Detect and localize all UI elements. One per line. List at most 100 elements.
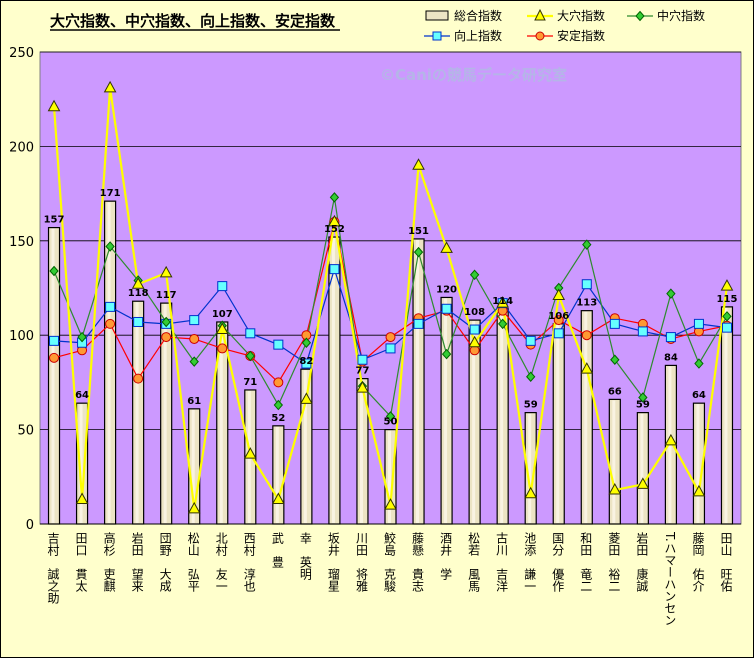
y-tick-label: 100 [9,329,34,344]
point [692,484,706,497]
point [273,339,284,350]
bar-value-label: 120 [436,284,457,295]
bar-highlight [500,309,504,523]
x-tick-label: 田山 旺佑 [719,532,733,592]
point [610,354,620,365]
point [413,318,424,329]
x-tick-label: 坂井 瑠星 [326,532,340,592]
point [77,331,87,343]
bar-value-label: 50 [384,417,398,428]
bar-highlight [696,404,700,523]
point [440,241,453,253]
bar-highlight [275,426,279,523]
legend-marker [534,8,546,21]
point [582,239,592,250]
x-tick-label: 北村 友一 [214,532,228,592]
bar-value-label: 59 [636,400,650,411]
y-tick-label: 200 [9,140,34,155]
bar-value-label: 115 [717,294,738,305]
bar-highlight [135,302,139,523]
x-tick-label: 川田 将雅 [354,532,368,592]
point [159,265,173,278]
x-tick-label: 酒井 学 [439,532,453,580]
point [49,335,60,346]
x-axis-labels: 吉村 誠之助 田口 貫太 高杉 吏麒 岩田 望来 団野 大成 松山 弘平 北村 友一 西村 淳… [46,531,733,626]
bar-value-label: 152 [324,224,345,235]
point [131,277,145,289]
bar-highlight [444,298,448,523]
x-tick-label: 藤懸 貴志 [411,532,425,592]
point [469,269,480,281]
bar-value-label: 113 [576,298,597,309]
point [721,322,732,333]
y-axis-ticks: 0 50 100 150 200 250 [9,46,34,533]
x-tick-label: 松若 風馬 [467,532,481,593]
bar-highlight [191,409,195,523]
point [245,328,256,339]
bar-highlight [724,307,728,523]
x-tick-label: 菱田 裕二 [607,532,621,592]
point [273,399,284,411]
point [552,288,566,301]
point [385,343,396,354]
legend-label: 中穴指数 [657,8,705,23]
bar-highlight [219,322,223,523]
legend-marker [535,31,545,41]
line-series [47,80,734,514]
point [385,411,396,422]
point [412,158,425,170]
point [49,265,59,277]
legend-label: 大穴指数 [557,8,605,23]
bar-value-label: 106 [548,311,569,322]
x-tick-label: 藤岡 佑介 [691,532,705,592]
bar-value-label: 84 [664,352,678,363]
point [693,318,704,329]
bar-value-label: 108 [464,307,485,318]
point [243,447,257,459]
x-tick-label: 古川 吉洋 [495,531,509,592]
point [161,316,171,328]
x-tick-label: 鮫島 克駿 [383,531,397,593]
x-tick-label: 岩田 望来 [130,531,144,592]
point [133,373,144,384]
point [441,303,452,314]
point [384,498,397,510]
legend-swatch-bar [425,10,449,21]
y-tick-label: 250 [9,46,34,61]
bar-value-label: 77 [355,366,369,377]
bar-highlight [79,404,83,523]
point [47,99,61,112]
point [301,358,312,369]
bar-value-label: 59 [524,400,538,411]
x-tick-label: 高杉 吏麒 [102,531,116,593]
bar-value-label: 61 [187,396,201,407]
x-tick-label: 松山 弘平 [186,532,200,592]
bar-highlight [388,430,391,523]
bar-value-label: 118 [128,288,149,299]
bar-value-label: 66 [608,386,622,397]
legend-label: 安定指数 [557,28,605,43]
point [609,318,620,329]
x-tick-label: 幸 英明 [298,532,312,581]
point [580,362,594,374]
point [217,343,228,354]
point [356,381,369,393]
legend-label: 向上指数 [454,28,502,43]
point [329,264,340,275]
bar-highlight [331,238,335,524]
point [665,332,676,343]
y-tick-label: 0 [26,518,34,533]
point [245,350,255,362]
y-tick-label: 50 [17,424,34,439]
point [524,486,538,499]
point [581,330,592,341]
x-tick-label: 和田 竜二 [579,532,593,592]
point [357,354,368,365]
bar-highlight [640,413,644,523]
point [215,322,229,335]
point [496,296,510,308]
point [525,335,536,346]
chart-title: 大穴指数、中穴指数、向上指数、安定指数 [50,12,336,30]
